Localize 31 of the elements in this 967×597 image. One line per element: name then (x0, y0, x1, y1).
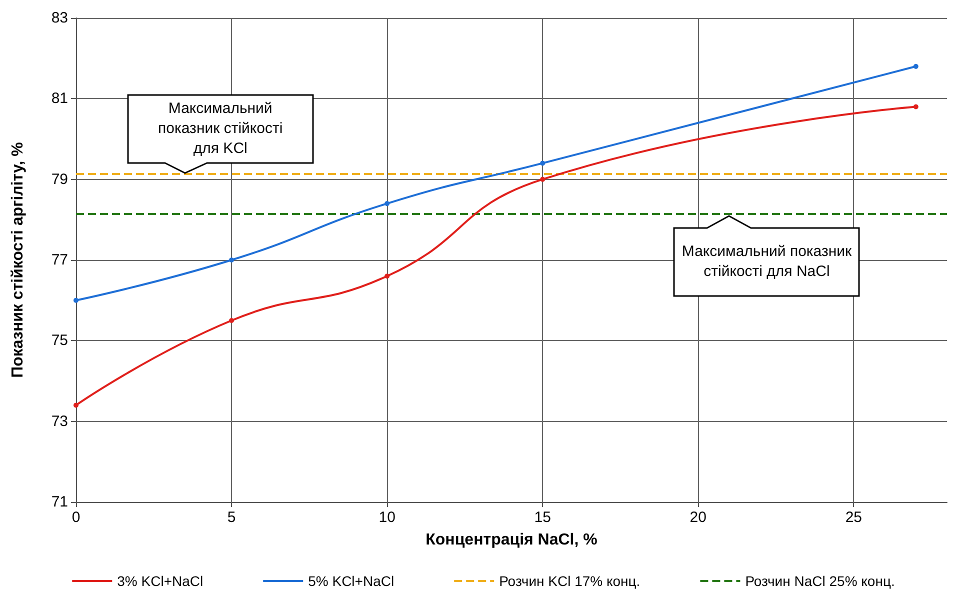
y-axis-title: Показник стійкості аргіліту, % (10, 142, 26, 378)
x-tick-label: 25 (845, 509, 862, 526)
point (913, 104, 918, 110)
x-tick-label: 10 (378, 509, 396, 526)
point (384, 274, 390, 279)
point (229, 318, 234, 323)
point (540, 160, 546, 166)
legend-label: Розчин NaCl 25% конц. (745, 573, 895, 589)
annotation: Максимальний показник стійкості для NaCl (680, 242, 853, 282)
y-tick-label: 75 (51, 332, 68, 350)
point (229, 258, 234, 262)
y-tick-label: 77 (51, 252, 68, 268)
y-tick-label: 83 (51, 10, 68, 26)
y-tick-label: 73 (51, 412, 68, 430)
point (74, 298, 78, 303)
x-axis-title: Концентрація NaCl, % (426, 532, 598, 548)
legend-label: Розчин KCl 17% конц. (499, 573, 640, 589)
legend-label: 3% KCl+NaCl (117, 573, 204, 589)
x-tick-label: 0 (72, 509, 80, 526)
y-tick-label: 81 (51, 90, 68, 108)
x-tick-label: 20 (690, 509, 706, 526)
point (74, 402, 78, 408)
y-tick-label: 71 (51, 494, 68, 510)
y-tick-label: 79 (51, 170, 68, 188)
point (540, 176, 546, 182)
point (913, 64, 918, 69)
x-tick-label: 5 (227, 509, 236, 526)
annotation: Максимальний показник стійкості для KCl (157, 99, 284, 160)
point (384, 201, 390, 206)
legend-label: 5% KCl+NaCl (308, 573, 394, 589)
x-tick-label: 15 (534, 509, 551, 526)
